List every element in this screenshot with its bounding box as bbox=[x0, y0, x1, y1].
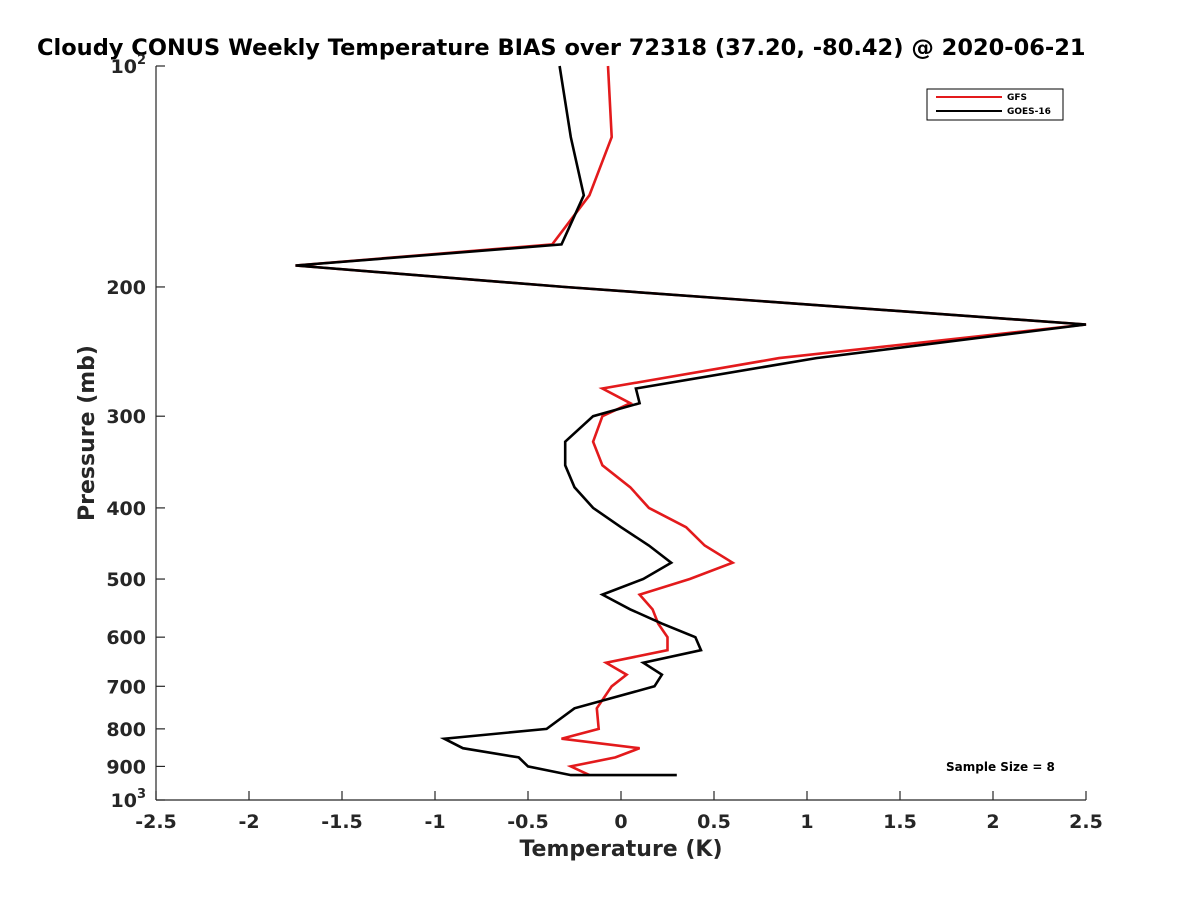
y-tick-label: 600 bbox=[106, 627, 146, 649]
y-tick-label: 400 bbox=[106, 498, 146, 520]
y-tick-label: 102 bbox=[111, 53, 147, 78]
y-axis-label: Pressure (mb) bbox=[75, 345, 100, 521]
y-tick-label: 900 bbox=[106, 756, 146, 778]
legend-box bbox=[926, 88, 1064, 121]
x-tick-label: 0 bbox=[614, 811, 627, 833]
y-tick-label: 800 bbox=[106, 719, 146, 741]
y-tick-label: 500 bbox=[106, 569, 146, 591]
legend: GFS GOES-16 bbox=[926, 88, 1064, 121]
y-tick-label-exponent: 2 bbox=[137, 53, 146, 68]
y-tick-label: 200 bbox=[106, 277, 146, 299]
x-tick-label: -2 bbox=[238, 811, 259, 833]
y-tick-label-base: 10 bbox=[111, 790, 137, 812]
y-tick-label: 700 bbox=[106, 676, 146, 698]
x-axis-label: Temperature (K) bbox=[519, 837, 722, 862]
x-tick-label: -0.5 bbox=[507, 811, 549, 833]
plot-area bbox=[295, 65, 1087, 777]
series-line-goes-16 bbox=[295, 65, 1087, 777]
y-tick-label: 103 bbox=[111, 787, 147, 812]
x-tick-label: 0.5 bbox=[697, 811, 731, 833]
sample-size-annotation: Sample Size = 8 bbox=[946, 760, 1055, 774]
x-tick-label: -2.5 bbox=[135, 811, 177, 833]
x-tick-label: -1.5 bbox=[321, 811, 363, 833]
x-tick-label: 2 bbox=[986, 811, 999, 833]
y-tick-label-base: 10 bbox=[111, 56, 137, 78]
y-tick-label: 300 bbox=[106, 406, 146, 428]
x-tick-label: 2.5 bbox=[1069, 811, 1103, 833]
y-tick-label-exponent: 3 bbox=[137, 787, 146, 802]
legend-label-goes-16: GOES-16 bbox=[1007, 107, 1051, 117]
x-tick-label: 1.5 bbox=[883, 811, 917, 833]
x-tick-label: 1 bbox=[800, 811, 813, 833]
x-tick-label: -1 bbox=[424, 811, 445, 833]
legend-label-gfs: GFS bbox=[1007, 93, 1027, 103]
x-ticks: -2.5 -2 -1.5 -1 -0.5 0 0.5 1 1.5 2 2.5 bbox=[135, 791, 1103, 833]
chart-title: Cloudy CONUS Weekly Temperature BIAS ove… bbox=[37, 35, 1086, 61]
